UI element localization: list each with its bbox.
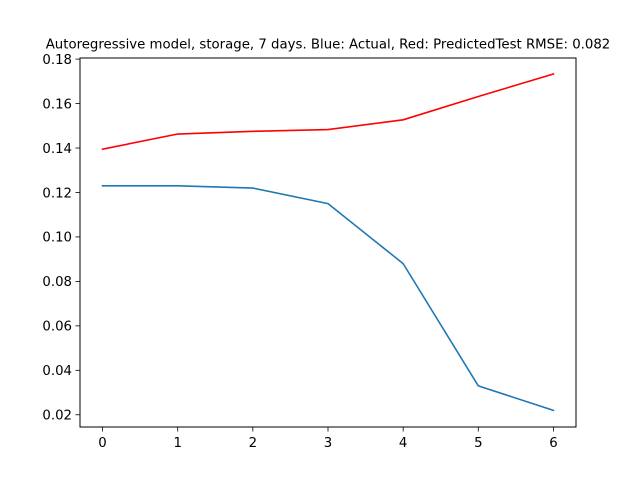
x-axis: 0 1 2 3 4 5 6 bbox=[98, 427, 558, 451]
x-tick-label: 0 bbox=[98, 436, 106, 451]
series-line-actual bbox=[101, 185, 555, 412]
y-tick-label: 0.16 bbox=[42, 97, 72, 112]
y-tick-label: 0.06 bbox=[42, 320, 72, 335]
series-line-predicted bbox=[101, 73, 555, 151]
x-tick-label: 2 bbox=[249, 436, 257, 451]
y-tick-label: 0.10 bbox=[42, 231, 72, 246]
y-tick-label: 0.02 bbox=[42, 409, 72, 424]
y-axis: 0.02 0.04 0.06 0.08 0.10 0.12 0.14 0.16 0.18 bbox=[42, 53, 80, 424]
x-tick-label: 1 bbox=[173, 436, 181, 451]
chart-title: Autoregressive model, storage, 7 days. B… bbox=[46, 38, 611, 53]
y-tick-label: 0.04 bbox=[42, 364, 72, 379]
y-tick-label: 0.18 bbox=[42, 53, 72, 68]
series-layer bbox=[101, 73, 555, 412]
y-tick-label: 0.12 bbox=[42, 186, 72, 201]
x-tick-label: 6 bbox=[549, 436, 557, 451]
y-tick-label: 0.14 bbox=[42, 142, 72, 157]
x-tick-label: 4 bbox=[399, 436, 407, 451]
x-tick-label: 5 bbox=[474, 436, 482, 451]
y-tick-label: 0.08 bbox=[42, 275, 72, 290]
x-tick-label: 3 bbox=[324, 436, 332, 451]
